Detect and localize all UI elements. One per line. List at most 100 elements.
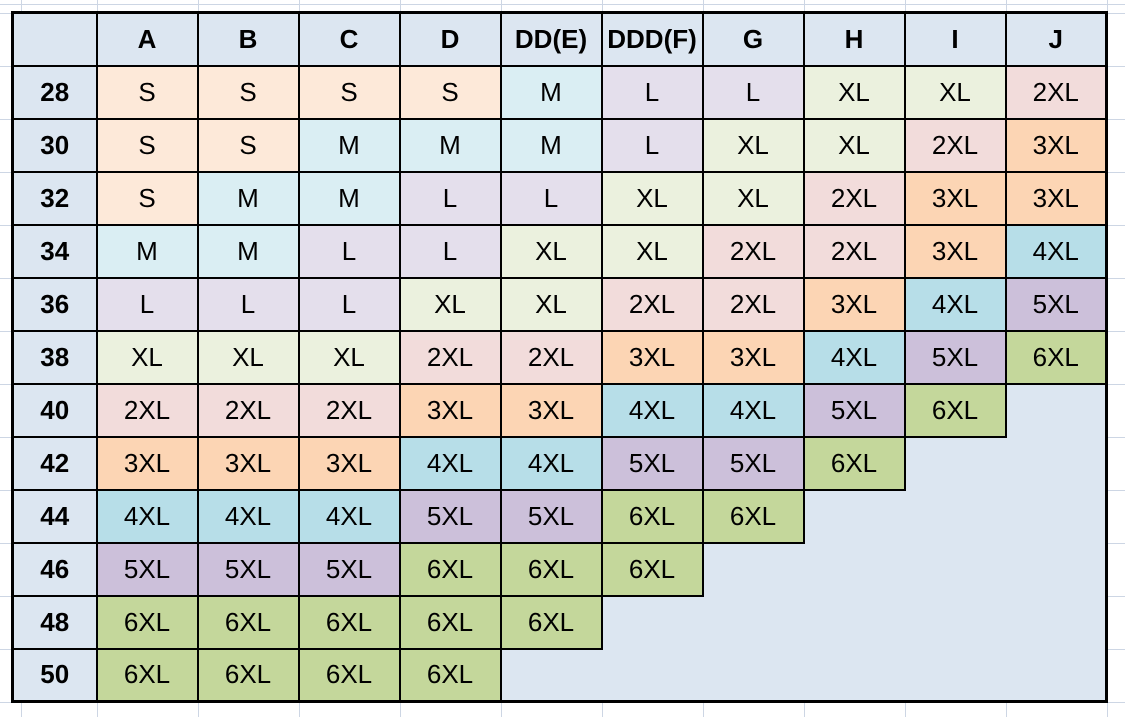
cell-46-d[interactable]: 6XL [398,541,502,597]
column-header-b[interactable]: B [196,11,300,67]
cell-36-j[interactable]: 5XL [1004,276,1108,332]
cell-32-dd-e[interactable]: L [499,170,603,226]
cell-50-dd-e[interactable] [500,648,602,702]
cell-36-b[interactable]: L [196,276,300,332]
cell-40-d[interactable]: 3XL [398,382,502,438]
cell-48-d[interactable]: 6XL [398,594,502,650]
cell-46-j[interactable] [1005,542,1107,596]
cell-32-j[interactable]: 3XL [1004,170,1108,226]
column-header-dd-e[interactable]: DD(E) [499,11,603,67]
cell-32-i[interactable]: 3XL [903,170,1007,226]
cell-36-d[interactable]: XL [398,276,502,332]
cell-46-i[interactable] [904,542,1006,596]
cell-28-a[interactable]: S [95,64,199,120]
cell-46-dd-e[interactable]: 6XL [499,541,603,597]
row-header-50[interactable]: 50 [11,647,98,703]
cell-50-g[interactable] [702,648,804,702]
cell-28-g[interactable]: L [701,64,805,120]
cell-30-h[interactable]: XL [802,117,906,173]
cell-30-a[interactable]: S [95,117,199,173]
column-header-i[interactable]: I [903,11,1007,67]
cell-48-ddd-f[interactable] [601,595,703,649]
cell-38-g[interactable]: 3XL [701,329,805,385]
cell-46-b[interactable]: 5XL [196,541,300,597]
cell-36-a[interactable]: L [95,276,199,332]
cell-34-c[interactable]: L [297,223,401,279]
cell-38-i[interactable]: 5XL [903,329,1007,385]
cell-50-ddd-f[interactable] [601,648,703,702]
row-header-40[interactable]: 40 [11,382,98,438]
cell-50-h[interactable] [803,648,905,702]
cell-42-ddd-f[interactable]: 5XL [600,435,704,491]
cell-36-c[interactable]: L [297,276,401,332]
cell-28-j[interactable]: 2XL [1004,64,1108,120]
cell-48-j[interactable] [1005,595,1107,649]
cell-42-g[interactable]: 5XL [701,435,805,491]
corner-cell[interactable] [11,11,98,67]
cell-38-d[interactable]: 2XL [398,329,502,385]
cell-44-j[interactable] [1005,489,1107,543]
cell-38-b[interactable]: XL [196,329,300,385]
cell-42-d[interactable]: 4XL [398,435,502,491]
cell-28-ddd-f[interactable]: L [600,64,704,120]
row-header-30[interactable]: 30 [11,117,98,173]
cell-40-a[interactable]: 2XL [95,382,199,438]
cell-48-g[interactable] [702,595,804,649]
cell-38-ddd-f[interactable]: 3XL [600,329,704,385]
cell-30-d[interactable]: M [398,117,502,173]
cell-28-b[interactable]: S [196,64,300,120]
cell-30-i[interactable]: 2XL [903,117,1007,173]
cell-48-b[interactable]: 6XL [196,594,300,650]
cell-40-dd-e[interactable]: 3XL [499,382,603,438]
cell-46-g[interactable] [702,542,804,596]
row-header-48[interactable]: 48 [11,594,98,650]
cell-40-j[interactable] [1005,383,1107,437]
row-header-42[interactable]: 42 [11,435,98,491]
cell-46-a[interactable]: 5XL [95,541,199,597]
cell-38-a[interactable]: XL [95,329,199,385]
cell-46-h[interactable] [803,542,905,596]
row-header-46[interactable]: 46 [11,541,98,597]
cell-48-h[interactable] [803,595,905,649]
cell-34-g[interactable]: 2XL [701,223,805,279]
cell-38-c[interactable]: XL [297,329,401,385]
cell-46-c[interactable]: 5XL [297,541,401,597]
cell-48-dd-e[interactable]: 6XL [499,594,603,650]
cell-44-dd-e[interactable]: 5XL [499,488,603,544]
cell-44-d[interactable]: 5XL [398,488,502,544]
column-header-a[interactable]: A [95,11,199,67]
cell-42-dd-e[interactable]: 4XL [499,435,603,491]
cell-40-c[interactable]: 2XL [297,382,401,438]
cell-42-i[interactable] [904,436,1006,490]
row-header-34[interactable]: 34 [11,223,98,279]
cell-28-h[interactable]: XL [802,64,906,120]
cell-30-dd-e[interactable]: M [499,117,603,173]
cell-32-ddd-f[interactable]: XL [600,170,704,226]
cell-32-h[interactable]: 2XL [802,170,906,226]
cell-36-ddd-f[interactable]: 2XL [600,276,704,332]
cell-30-c[interactable]: M [297,117,401,173]
cell-40-h[interactable]: 5XL [802,382,906,438]
cell-44-b[interactable]: 4XL [196,488,300,544]
cell-32-g[interactable]: XL [701,170,805,226]
cell-46-ddd-f[interactable]: 6XL [600,541,704,597]
cell-32-d[interactable]: L [398,170,502,226]
cell-28-dd-e[interactable]: M [499,64,603,120]
cell-32-c[interactable]: M [297,170,401,226]
row-header-36[interactable]: 36 [11,276,98,332]
cell-34-h[interactable]: 2XL [802,223,906,279]
cell-44-h[interactable] [803,489,905,543]
cell-34-j[interactable]: 4XL [1004,223,1108,279]
cell-34-ddd-f[interactable]: XL [600,223,704,279]
cell-36-dd-e[interactable]: XL [499,276,603,332]
cell-32-b[interactable]: M [196,170,300,226]
cell-28-i[interactable]: XL [903,64,1007,120]
column-header-j[interactable]: J [1004,11,1108,67]
cell-50-c[interactable]: 6XL [297,647,401,703]
cell-42-j[interactable] [1005,436,1107,490]
row-header-32[interactable]: 32 [11,170,98,226]
cell-44-g[interactable]: 6XL [701,488,805,544]
cell-34-a[interactable]: M [95,223,199,279]
cell-48-a[interactable]: 6XL [95,594,199,650]
column-header-c[interactable]: C [297,11,401,67]
